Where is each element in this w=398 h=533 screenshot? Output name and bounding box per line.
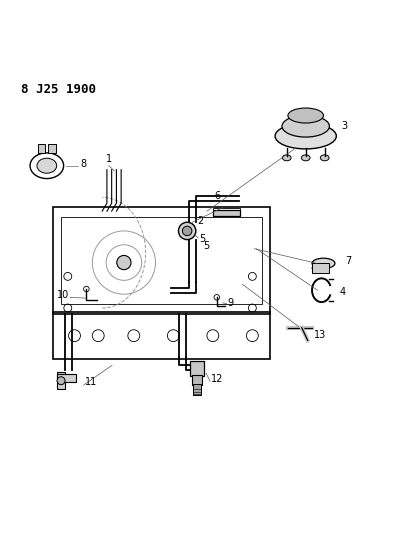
Ellipse shape	[37, 158, 57, 173]
Bar	[57, 373, 65, 389]
Circle shape	[57, 377, 65, 385]
Text: 5: 5	[203, 241, 209, 251]
Ellipse shape	[320, 155, 329, 161]
Bar	[49, 144, 56, 152]
Text: 13: 13	[314, 330, 327, 340]
Text: 12: 12	[211, 374, 223, 384]
Circle shape	[182, 226, 192, 236]
Text: 7: 7	[345, 256, 351, 266]
Bar	[192, 375, 202, 385]
Bar	[190, 361, 204, 376]
Text: 11: 11	[85, 377, 98, 387]
Bar	[213, 211, 240, 216]
Text: 6: 6	[215, 191, 221, 201]
Bar	[53, 312, 270, 359]
Ellipse shape	[288, 108, 324, 123]
Text: 5: 5	[199, 234, 205, 244]
Bar	[193, 384, 201, 395]
Text: 8 J25 1900: 8 J25 1900	[21, 83, 96, 96]
Ellipse shape	[301, 155, 310, 161]
Bar	[312, 263, 329, 273]
Text: 8: 8	[80, 159, 86, 169]
Ellipse shape	[275, 123, 336, 149]
Text: 10: 10	[57, 289, 69, 300]
Ellipse shape	[312, 258, 335, 269]
Ellipse shape	[283, 155, 291, 161]
Ellipse shape	[312, 264, 329, 272]
Circle shape	[178, 222, 196, 240]
Text: 3: 3	[341, 121, 347, 131]
Text: 1: 1	[106, 154, 112, 164]
Bar	[38, 144, 45, 152]
Bar	[57, 374, 76, 382]
Bar	[213, 208, 240, 211]
Text: 2: 2	[197, 216, 203, 226]
Bar	[60, 217, 262, 304]
Text: 9: 9	[227, 298, 234, 308]
Circle shape	[117, 255, 131, 270]
Text: 4: 4	[339, 287, 345, 297]
Bar	[53, 207, 270, 314]
Ellipse shape	[282, 115, 330, 137]
